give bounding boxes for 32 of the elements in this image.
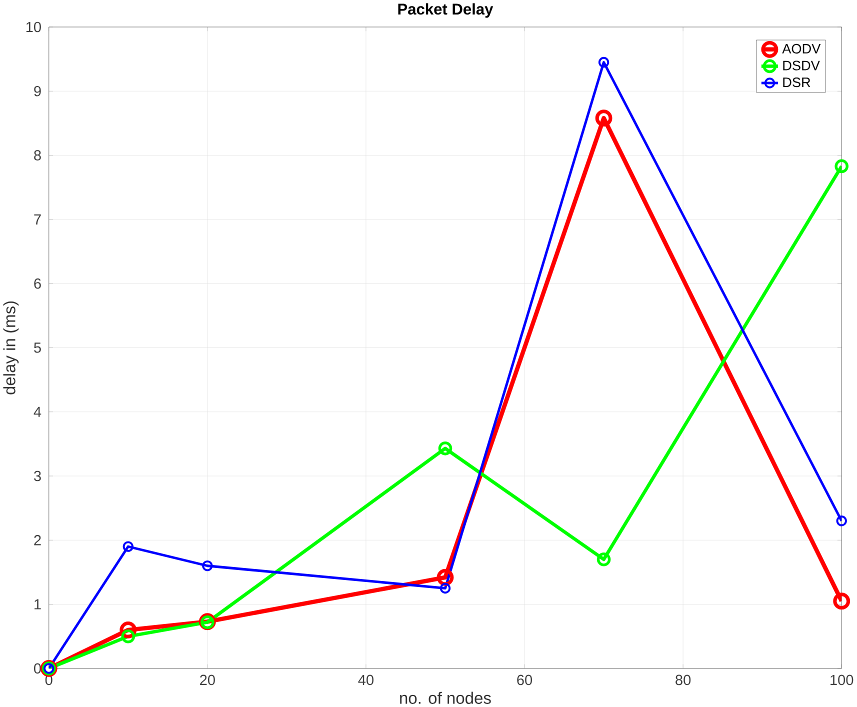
- point: [438, 441, 452, 456]
- point: [834, 159, 849, 174]
- x-tick-label: 60: [517, 674, 532, 686]
- y-tick-label: 6: [34, 278, 41, 289]
- point: [121, 629, 136, 644]
- point: [836, 515, 847, 526]
- point: [440, 582, 451, 594]
- y-tick-label: 9: [34, 86, 41, 96]
- point: [833, 592, 850, 610]
- x-tick-label: 20: [200, 674, 215, 686]
- y-tick-label: 3: [34, 470, 41, 482]
- x-tick-label: 100: [830, 674, 854, 686]
- point: [596, 552, 611, 566]
- legend-label: DSDV: [783, 60, 820, 70]
- x-axis-title: no. of nodes: [400, 692, 491, 704]
- y-tick-label: 5: [34, 342, 41, 353]
- legend-label: DSR: [783, 77, 810, 88]
- y-tick-label: 10: [26, 22, 41, 32]
- y-axis-title: delay in (ms): [3, 301, 19, 394]
- x-tick-label: 80: [676, 674, 691, 686]
- legend-label: AODV: [782, 44, 821, 54]
- chart-title: Packet Delay: [398, 3, 494, 18]
- x-tick-label: 40: [358, 674, 374, 686]
- point: [122, 541, 134, 552]
- y-tick-label: 4: [34, 406, 42, 417]
- y-tick-label: 1: [34, 599, 41, 610]
- point: [202, 560, 213, 572]
- y-tick-label: 8: [34, 150, 41, 160]
- point: [595, 110, 612, 126]
- y-tick-label: 7: [34, 214, 41, 224]
- y-tick-label: 2: [34, 534, 41, 546]
- point: [598, 56, 610, 68]
